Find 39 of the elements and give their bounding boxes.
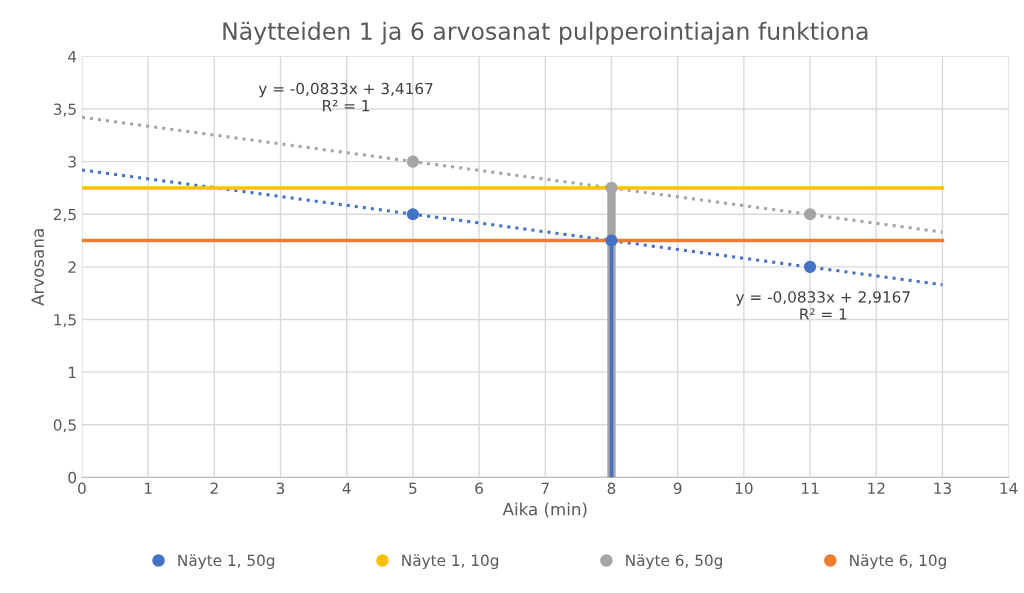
x-tick-label: 12 bbox=[868, 482, 885, 494]
chart-title: Näytteiden 1 ja 6 arvosanat pulpperointiajan funktiona bbox=[223, 21, 868, 45]
x-tick-label: 0 bbox=[78, 482, 86, 495]
point bbox=[605, 234, 618, 247]
y-tick-label: 2,5 bbox=[53, 208, 76, 222]
point bbox=[803, 260, 817, 273]
x-tick-label: 2 bbox=[210, 482, 218, 494]
x-tick-label: 4 bbox=[342, 482, 351, 494]
y-tick-label: 1 bbox=[69, 366, 76, 378]
annotation: y = -0,0833x + 2,9167 R² = 1 bbox=[735, 291, 910, 320]
y-tick-label: 4 bbox=[68, 51, 77, 63]
point bbox=[406, 155, 419, 168]
x-tick-label: 9 bbox=[673, 482, 682, 495]
legend-label: Näyte 6, 10g bbox=[850, 554, 946, 570]
point bbox=[406, 208, 419, 221]
annotation: y = -0,0833x + 3,4167 R² = 1 bbox=[258, 82, 433, 112]
y-tick-label: 1,5 bbox=[54, 314, 76, 328]
legend-label: Näyte 6, 50g bbox=[626, 554, 722, 570]
x-tick-label: 3 bbox=[276, 482, 285, 495]
y-tick-label: 3 bbox=[68, 156, 76, 168]
x-tick-label: 13 bbox=[934, 482, 951, 495]
x-tick-label: 10 bbox=[735, 482, 753, 495]
y-tick-label: 0 bbox=[68, 471, 77, 484]
point bbox=[803, 208, 817, 221]
x-tick-label: 1 bbox=[144, 482, 152, 494]
x-tick-label: 11 bbox=[802, 482, 819, 494]
x-tick-label: 5 bbox=[409, 482, 417, 495]
point bbox=[605, 181, 618, 194]
x-tick-label: 14 bbox=[1000, 482, 1018, 494]
x-tick-label: 8 bbox=[607, 482, 616, 495]
y-axis-title: Arvosana bbox=[31, 229, 44, 306]
y-tick-label: 2 bbox=[68, 261, 76, 273]
y-tick-label: 3,5 bbox=[53, 103, 76, 117]
x-axis-title: Aika (min) bbox=[502, 502, 587, 518]
x-tick-label: 6 bbox=[475, 482, 483, 495]
legend-label: Näyte 1, 10g bbox=[402, 554, 499, 570]
legend-label: Näyte 1, 50g bbox=[178, 554, 275, 570]
x-tick-label: 7 bbox=[541, 482, 549, 494]
y-tick-label: 0,5 bbox=[53, 419, 76, 433]
